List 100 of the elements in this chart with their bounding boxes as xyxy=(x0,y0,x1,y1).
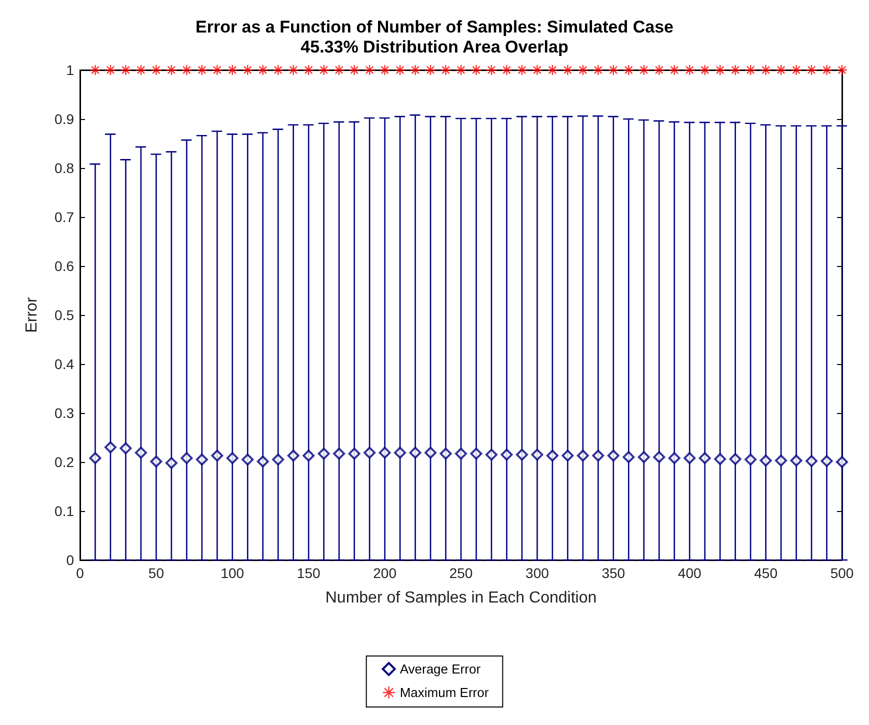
point xyxy=(760,454,772,467)
x-tick-label: 500 xyxy=(830,565,854,581)
point xyxy=(455,64,467,76)
point xyxy=(654,64,665,76)
x-tick-label: 350 xyxy=(602,565,626,581)
point xyxy=(211,450,224,462)
point xyxy=(714,453,726,466)
x-tick-label: 150 xyxy=(296,565,320,581)
point xyxy=(592,450,604,462)
point xyxy=(409,446,422,459)
point xyxy=(333,448,346,460)
point xyxy=(150,64,162,76)
point xyxy=(394,446,406,459)
point xyxy=(89,452,102,464)
point xyxy=(166,64,178,76)
y-tick-label: 0.7 xyxy=(54,209,74,225)
x-tick-label: 50 xyxy=(148,565,164,581)
y-tick-label: 0.8 xyxy=(54,160,74,176)
point xyxy=(256,456,269,468)
point xyxy=(806,64,818,76)
point xyxy=(668,64,680,76)
point xyxy=(623,64,634,76)
y-tick-label: 0.4 xyxy=(54,356,74,372)
y-tick-label: 0.6 xyxy=(54,258,74,274)
x-tick-label: 100 xyxy=(220,565,244,581)
point xyxy=(424,446,437,459)
point xyxy=(424,64,436,76)
point xyxy=(790,454,802,467)
point xyxy=(272,454,284,466)
point xyxy=(348,64,360,76)
y-tick-label: 0.2 xyxy=(54,454,74,470)
point xyxy=(104,64,116,76)
point xyxy=(576,450,589,462)
point xyxy=(134,446,147,459)
y-tick-label: 1 xyxy=(66,62,74,78)
point xyxy=(181,64,192,76)
point xyxy=(333,64,345,76)
point xyxy=(318,448,330,460)
point xyxy=(775,64,787,76)
point xyxy=(288,64,299,76)
point xyxy=(226,64,238,76)
point xyxy=(744,64,756,76)
point xyxy=(546,450,558,462)
point xyxy=(150,456,162,468)
point xyxy=(607,450,620,462)
point xyxy=(532,64,543,76)
x-axis-title: Number of Samples in Each Condition xyxy=(325,590,597,606)
point xyxy=(196,64,208,76)
point xyxy=(318,64,330,76)
point xyxy=(820,455,833,468)
point xyxy=(364,64,376,76)
point xyxy=(501,64,512,76)
x-tick-label: 450 xyxy=(754,565,778,581)
y-tick-label: 0 xyxy=(66,552,74,568)
point xyxy=(302,450,315,462)
point xyxy=(562,450,574,462)
x-tick-label: 400 xyxy=(678,565,702,581)
x-tick-label: 300 xyxy=(526,565,550,581)
point xyxy=(226,452,238,464)
legend-label: Average Error xyxy=(400,662,482,676)
point xyxy=(470,448,482,460)
point xyxy=(546,64,558,76)
point xyxy=(410,64,421,76)
point xyxy=(378,446,391,459)
point xyxy=(120,64,132,76)
point xyxy=(622,451,635,464)
point xyxy=(821,64,832,76)
point xyxy=(608,64,619,76)
point xyxy=(242,454,254,466)
point xyxy=(135,64,147,76)
point xyxy=(531,448,544,461)
point xyxy=(638,451,650,464)
point xyxy=(562,64,574,76)
point xyxy=(730,64,741,76)
point xyxy=(180,452,193,464)
point xyxy=(196,454,208,466)
point xyxy=(698,452,711,464)
point xyxy=(348,448,360,460)
point xyxy=(790,64,802,76)
point xyxy=(485,448,498,461)
point xyxy=(104,441,116,454)
chart-title: Error as a Function of Number of Samples: Simulated Case 45.33% Distribution Area Overlap xyxy=(196,18,674,56)
point xyxy=(729,453,742,466)
point xyxy=(364,446,376,459)
point xyxy=(806,455,818,468)
point xyxy=(212,64,223,76)
point xyxy=(836,456,848,468)
point xyxy=(836,64,848,76)
point xyxy=(287,450,300,462)
y-axis-title: Error xyxy=(24,296,40,333)
point xyxy=(455,448,467,460)
x-tick-label: 200 xyxy=(373,565,397,581)
point xyxy=(516,64,528,76)
point xyxy=(440,64,452,76)
y-tick-label: 0.9 xyxy=(54,111,74,127)
point xyxy=(744,454,757,466)
point xyxy=(257,64,268,76)
point xyxy=(653,451,666,464)
point xyxy=(516,448,528,461)
point xyxy=(470,64,482,76)
